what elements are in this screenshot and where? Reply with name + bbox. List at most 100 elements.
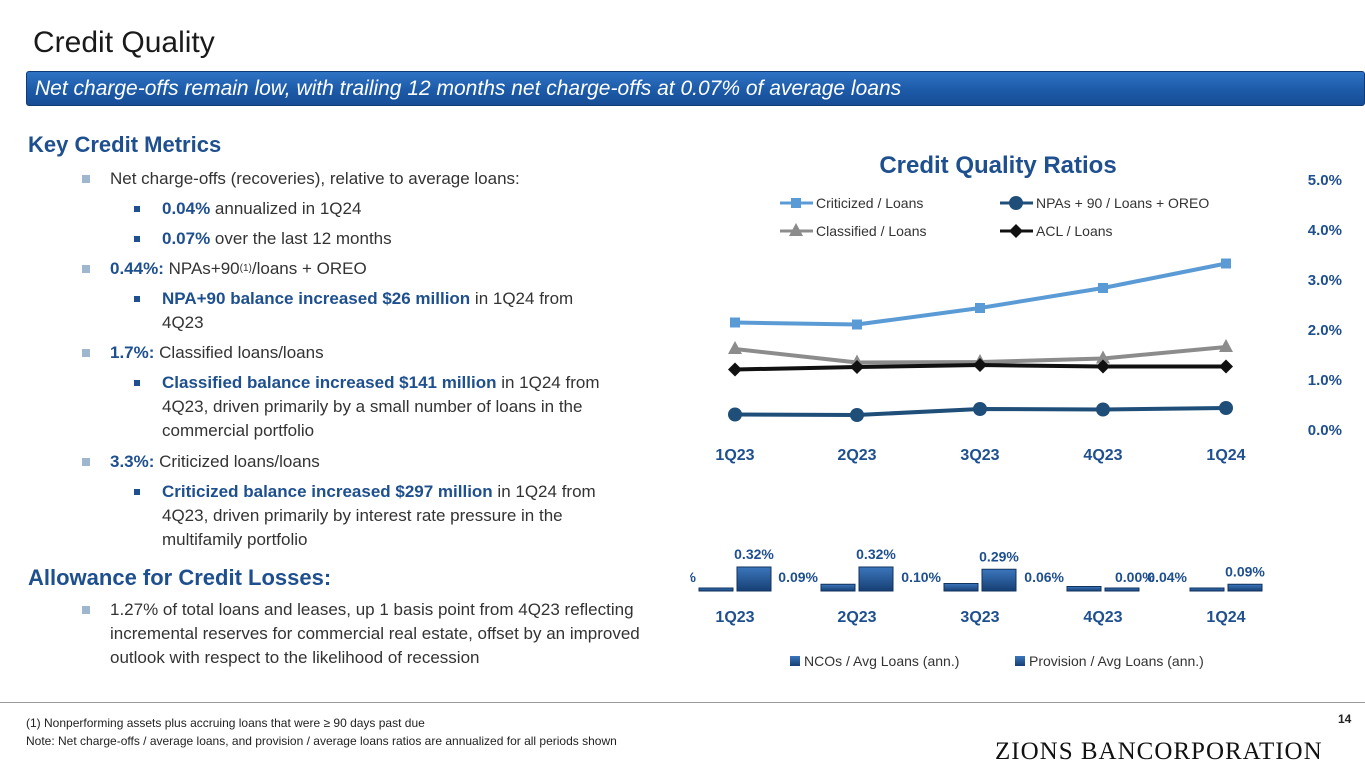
value-npa-balance: NPA+90 balance increased $26 million [162, 289, 471, 308]
x-tick-label: 1Q23 [715, 609, 754, 626]
credit-quality-ratios-chart: Credit Quality Ratios Criticized / Loans… [715, 152, 1342, 464]
text-allowance: 1.27% of total loans and leases, up 1 ba… [110, 600, 640, 667]
data-point [1096, 402, 1110, 417]
data-point [728, 362, 742, 377]
nco-provision-bar-chart: 0.00%0.32%0.09%0.32%0.10%0.29%0.06%0.00%… [690, 546, 1265, 669]
text-classified-balance: in 1Q24 from 4Q23, driven primarily by a… [162, 373, 600, 440]
banner-text: Net charge-offs remain low, with trailin… [35, 77, 902, 100]
bar [1104, 587, 1140, 592]
page-title: Credit Quality [33, 26, 215, 59]
y-tick-label: 3.0% [1308, 272, 1342, 289]
value-annualized: 0.04% [162, 199, 211, 218]
legend-label: NCOs / Avg Loans (ann.) [804, 653, 959, 669]
bar-chart-legend: NCOs / Avg Loans (ann.) Provision / Avg L… [790, 653, 1204, 669]
data-label: 0.00% [690, 569, 697, 585]
data-point [728, 341, 742, 354]
bar [981, 568, 1017, 592]
bullet-allowance: 1.27% of total loans and leases, up 1 ba… [82, 598, 645, 670]
x-tick-label: 4Q23 [1083, 609, 1122, 626]
legend-label: ACL / Loans [1036, 223, 1113, 239]
legend-swatch [1015, 656, 1025, 666]
legend-swatch [790, 656, 800, 666]
data-point [1096, 359, 1110, 374]
legend-label: Criticized / Loans [816, 195, 923, 211]
x-axis: 1Q23 2Q23 3Q23 4Q23 1Q24 [715, 447, 1245, 464]
bullet-net-charge-offs: Net charge-offs (recoveries), relative t… [82, 167, 650, 191]
bar [1227, 583, 1263, 592]
value-classified-balance: Classified balance increased $141 millio… [162, 373, 497, 392]
sub-bullet-classified-balance: Classified balance increased $141 millio… [134, 371, 642, 443]
legend-marker [789, 223, 803, 236]
footnote-1: (1) Nonperforming assets plus accruing l… [26, 716, 425, 730]
legend-marker [791, 198, 801, 208]
x-tick-label: 4Q23 [1083, 447, 1122, 464]
series-line [734, 261, 1227, 327]
y-tick-label: 4.0% [1308, 222, 1342, 239]
data-label: 0.29% [979, 548, 1019, 564]
data-label: 0.32% [856, 546, 896, 562]
data-point [850, 408, 864, 422]
data-label: 0.09% [778, 569, 818, 585]
data-point [1098, 283, 1108, 293]
bullet-npas: 0.44%: NPAs+90(1)/loans + OREO [82, 257, 650, 281]
data-label: 0.06% [1024, 569, 1064, 585]
text-12-months: over the last 12 months [210, 229, 392, 248]
bullet-criticized: 3.3%: Criticized loans/loans [82, 450, 650, 474]
value-criticized: 3.3%: [110, 452, 155, 471]
bar-x-axis: 1Q23 2Q23 3Q23 4Q23 1Q24 [715, 609, 1245, 626]
text-annualized: annualized in 1Q24 [210, 199, 362, 218]
value-npas: 0.44%: [110, 259, 164, 278]
bar [1189, 587, 1225, 592]
data-label: 0.10% [901, 569, 941, 585]
y-tick-label: 5.0% [1308, 172, 1342, 189]
sub-bullet-criticized-balance: Criticized balance increased $297 millio… [134, 480, 632, 552]
data-point [1219, 339, 1233, 352]
y-axis: 5.0% 4.0% 3.0% 2.0% 1.0% 0.0% [1308, 172, 1342, 439]
data-point [1219, 401, 1233, 415]
value-criticized-balance: Criticized balance increased $297 millio… [162, 482, 493, 501]
page-number: 14 [1338, 712, 1352, 726]
line-series [728, 258, 1233, 422]
data-point [973, 358, 987, 372]
data-point [730, 317, 740, 328]
bullet-classified: 1.7%: Classified loans/loans [82, 341, 650, 365]
legend-marker [1009, 224, 1023, 238]
legend-label: NPAs + 90 / Loans + OREO [1036, 195, 1209, 211]
headline-banner: Net charge-offs remain low, with trailin… [26, 71, 1365, 106]
data-point [1219, 359, 1233, 374]
y-tick-label: 1.0% [1308, 372, 1342, 389]
section-title-key-credit-metrics: Key Credit Metrics [28, 132, 222, 157]
x-tick-label: 3Q23 [960, 447, 999, 464]
sub-bullet-12-months: 0.07% over the last 12 months [134, 227, 642, 251]
x-tick-label: 3Q23 [960, 609, 999, 626]
text-criticized: Criticized loans/loans [154, 452, 320, 471]
x-tick-label: 1Q24 [1206, 609, 1245, 626]
data-point [1221, 258, 1231, 269]
x-tick-label: 1Q24 [1206, 447, 1245, 464]
text-criticized-balance: in 1Q24 from 4Q23, driven primarily by i… [162, 482, 596, 549]
footnote-2: Note: Net charge-offs / average loans, a… [26, 734, 617, 748]
x-tick-label: 2Q23 [837, 447, 876, 464]
footnote-marker: (1) [239, 263, 252, 274]
section-title-allowance: Allowance for Credit Losses: [28, 565, 332, 590]
bar [736, 566, 772, 592]
bar [943, 583, 979, 592]
x-tick-label: 1Q23 [715, 447, 754, 464]
bar [1066, 586, 1102, 592]
text-npa-balance: in 1Q24 from 4Q23 [162, 289, 574, 332]
sub-bullet-npa-balance: NPA+90 balance increased $26 million in … [134, 287, 612, 335]
data-label: 0.09% [1225, 563, 1265, 579]
bar [820, 583, 856, 592]
bar [698, 587, 734, 592]
y-tick-label: 0.0% [1308, 422, 1342, 439]
data-point [973, 402, 987, 416]
text-npas-1: NPAs+90 [163, 259, 240, 278]
data-label: 0.32% [734, 546, 774, 562]
legend-label: Classified / Loans [816, 223, 927, 239]
y-tick-label: 2.0% [1308, 322, 1342, 339]
company-logo: ZIONS BANCORPORATION [995, 738, 1323, 765]
text-npas-2: /loans + OREO [251, 259, 367, 278]
value-12-months: 0.07% [162, 229, 211, 248]
footer-divider [0, 702, 1365, 703]
chart-title: Credit Quality Ratios [879, 152, 1116, 179]
